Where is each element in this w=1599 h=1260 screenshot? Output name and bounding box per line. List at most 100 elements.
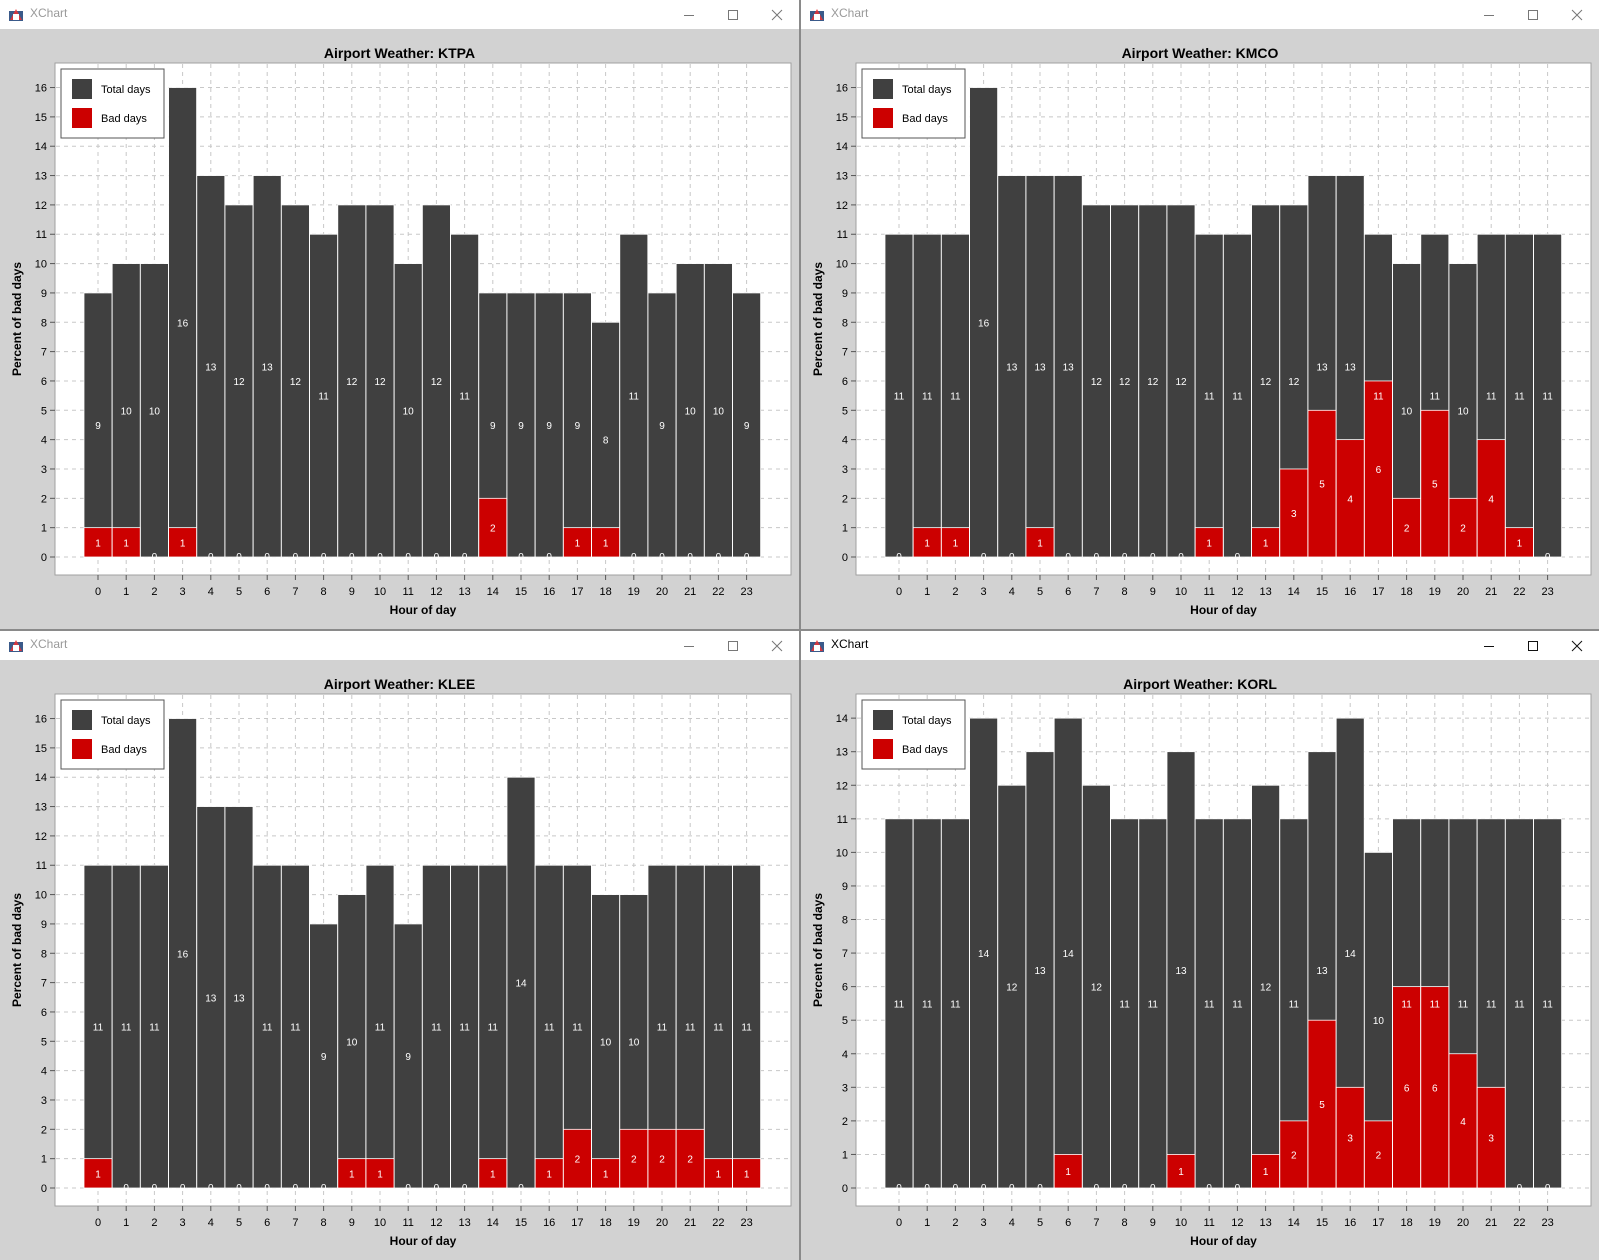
- data-label-bad: 2: [659, 1155, 665, 1166]
- bar-total-days: [1053, 717, 1083, 1189]
- x-tick-label: 11: [402, 586, 413, 598]
- close-icon: [771, 9, 783, 20]
- data-label-bad: 4: [1347, 494, 1353, 505]
- data-label-total: 12: [1147, 377, 1159, 388]
- maximize-button[interactable]: [711, 631, 755, 660]
- data-label-bad: 1: [546, 1169, 552, 1180]
- bar-bad-days: [1420, 986, 1450, 1189]
- data-label-total: 10: [346, 1037, 358, 1048]
- legend: Total days Bad days: [861, 699, 966, 770]
- x-tick-label: 3: [981, 586, 987, 598]
- data-label-total: 11: [1148, 999, 1159, 1010]
- window-titlebar[interactable]: XChart: [801, 0, 1599, 29]
- data-label-bad: 0: [1235, 552, 1241, 563]
- data-label-total: 12: [1091, 983, 1103, 994]
- data-label-total: 11: [1289, 999, 1300, 1010]
- data-label-total: 10: [713, 406, 725, 417]
- x-tick-label: 19: [628, 1217, 640, 1229]
- data-label-total: 11: [572, 1023, 583, 1034]
- data-label-total: 11: [149, 1023, 160, 1034]
- window-titlebar[interactable]: XChart: [801, 631, 1599, 660]
- data-label-bad: 0: [180, 1183, 186, 1194]
- data-label-total: 13: [1006, 362, 1018, 373]
- x-tick-label: 9: [349, 586, 355, 598]
- data-label-bad: 5: [1432, 480, 1438, 491]
- y-tick-label: 1: [41, 1154, 47, 1166]
- y-tick-label: 12: [836, 780, 848, 792]
- legend-swatch: [72, 79, 92, 99]
- maximize-button[interactable]: [1511, 631, 1555, 660]
- y-tick-label: 1: [842, 1149, 848, 1161]
- data-label-bad: 0: [687, 552, 693, 563]
- data-label-total: 14: [1345, 949, 1357, 960]
- y-tick-label: 12: [35, 831, 47, 843]
- window-title: XChart: [831, 637, 869, 651]
- window-titlebar[interactable]: XChart: [0, 631, 799, 660]
- data-label-total: 13: [1034, 966, 1046, 977]
- x-tick-label: 9: [349, 1217, 355, 1229]
- x-tick-label: 2: [952, 1217, 958, 1229]
- y-tick-label: 9: [842, 288, 848, 300]
- x-tick-label: 2: [151, 1217, 157, 1229]
- close-button[interactable]: [755, 631, 799, 660]
- x-tick-label: 12: [430, 1217, 442, 1229]
- minimize-button[interactable]: [1467, 631, 1511, 660]
- x-tick-label: 16: [1344, 586, 1356, 598]
- data-label-bad: 0: [1122, 552, 1128, 563]
- bar-total-days: [619, 233, 649, 558]
- bar-total-days: [884, 233, 914, 558]
- bar-bad-days: [1335, 439, 1365, 558]
- x-tick-label: 10: [1175, 1217, 1187, 1229]
- bar-bad-days: [1307, 409, 1337, 558]
- data-label-bad: 1: [1517, 538, 1523, 549]
- minimize-button[interactable]: [667, 631, 711, 660]
- x-tick-label: 8: [1122, 1217, 1128, 1229]
- bar-total-days: [450, 233, 480, 558]
- y-tick-label: 4: [842, 1049, 848, 1061]
- maximize-button[interactable]: [1511, 0, 1555, 29]
- data-label-total: 10: [628, 1037, 640, 1048]
- data-label-bad: 0: [518, 1183, 524, 1194]
- data-label-bad: 2: [1291, 1150, 1297, 1161]
- x-axis-label: Hour of day: [390, 603, 457, 617]
- close-button[interactable]: [1555, 631, 1599, 660]
- maximize-button[interactable]: [711, 0, 755, 29]
- y-tick-label: 7: [41, 978, 47, 990]
- legend-swatch: [873, 710, 893, 730]
- data-label-total: 10: [600, 1037, 612, 1048]
- java-app-icon: [810, 640, 824, 652]
- data-label-total: 12: [431, 377, 443, 388]
- y-tick-label: 10: [836, 847, 848, 859]
- minimize-button[interactable]: [1467, 0, 1511, 29]
- minimize-button[interactable]: [667, 0, 711, 29]
- window-titlebar[interactable]: XChart: [0, 0, 799, 29]
- bar-total-days: [1505, 233, 1534, 558]
- x-axis-label: Hour of day: [1190, 603, 1257, 617]
- bar-bad-days: [591, 527, 620, 558]
- close-button[interactable]: [1555, 0, 1599, 29]
- window-title: XChart: [831, 6, 869, 20]
- y-tick-label: 11: [837, 814, 848, 826]
- data-label-bad: 0: [434, 552, 440, 563]
- x-tick-label: 10: [1175, 586, 1187, 598]
- data-label-total: 12: [1119, 377, 1131, 388]
- data-label-bad: 1: [744, 1169, 750, 1180]
- x-tick-label: 19: [628, 586, 640, 598]
- x-tick-label: 23: [740, 586, 752, 598]
- data-label-total: 11: [657, 1023, 668, 1034]
- bar-bad-days: [591, 1158, 620, 1189]
- data-label-bad: 0: [377, 552, 383, 563]
- bar-total-days: [591, 894, 620, 1189]
- data-label-bad: 0: [744, 552, 750, 563]
- y-tick-label: 14: [836, 713, 848, 725]
- bar-bad-days: [1166, 1154, 1196, 1189]
- data-label-bad: 0: [321, 1183, 327, 1194]
- close-button[interactable]: [755, 0, 799, 29]
- chart-window-kmco: XChart Airport Weather: KMCO 0 1 2 3 4 5 6 7 8 9 10…: [801, 0, 1599, 629]
- y-tick-label: 5: [41, 405, 47, 417]
- bar-total-days: [168, 718, 198, 1189]
- bar-total-days: [1251, 204, 1281, 558]
- bar-total-days: [252, 864, 282, 1189]
- data-label-total: 11: [1204, 999, 1215, 1010]
- data-label-total: 10: [1457, 406, 1469, 417]
